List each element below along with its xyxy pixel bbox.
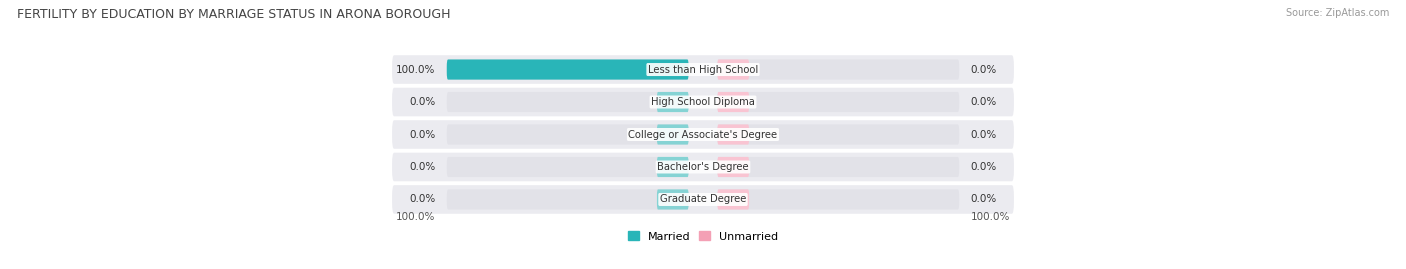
FancyBboxPatch shape — [392, 55, 1014, 84]
FancyBboxPatch shape — [657, 189, 689, 210]
Text: 100.0%: 100.0% — [396, 65, 436, 75]
FancyBboxPatch shape — [717, 157, 959, 177]
Text: 0.0%: 0.0% — [970, 162, 997, 172]
FancyBboxPatch shape — [392, 120, 1014, 149]
FancyBboxPatch shape — [447, 189, 689, 210]
Text: 100.0%: 100.0% — [396, 212, 436, 222]
Text: 0.0%: 0.0% — [970, 194, 997, 204]
Text: College or Associate's Degree: College or Associate's Degree — [628, 129, 778, 140]
FancyBboxPatch shape — [717, 189, 959, 210]
FancyBboxPatch shape — [447, 157, 689, 177]
Text: Less than High School: Less than High School — [648, 65, 758, 75]
Text: High School Diploma: High School Diploma — [651, 97, 755, 107]
FancyBboxPatch shape — [657, 157, 689, 177]
Text: 100.0%: 100.0% — [970, 212, 1010, 222]
Text: 0.0%: 0.0% — [409, 97, 436, 107]
Text: 0.0%: 0.0% — [970, 65, 997, 75]
Text: 0.0%: 0.0% — [970, 97, 997, 107]
Legend: Married, Unmarried: Married, Unmarried — [623, 227, 783, 246]
Text: Source: ZipAtlas.com: Source: ZipAtlas.com — [1285, 8, 1389, 18]
FancyBboxPatch shape — [717, 189, 749, 210]
Text: FERTILITY BY EDUCATION BY MARRIAGE STATUS IN ARONA BOROUGH: FERTILITY BY EDUCATION BY MARRIAGE STATU… — [17, 8, 450, 21]
FancyBboxPatch shape — [717, 59, 749, 80]
FancyBboxPatch shape — [447, 59, 689, 80]
FancyBboxPatch shape — [447, 125, 689, 144]
FancyBboxPatch shape — [717, 125, 749, 144]
FancyBboxPatch shape — [717, 92, 749, 112]
Text: 0.0%: 0.0% — [409, 129, 436, 140]
FancyBboxPatch shape — [717, 125, 959, 144]
FancyBboxPatch shape — [392, 153, 1014, 181]
FancyBboxPatch shape — [447, 92, 689, 112]
Text: Bachelor's Degree: Bachelor's Degree — [657, 162, 749, 172]
FancyBboxPatch shape — [717, 92, 959, 112]
Text: 0.0%: 0.0% — [409, 194, 436, 204]
Text: 0.0%: 0.0% — [970, 129, 997, 140]
Text: Graduate Degree: Graduate Degree — [659, 194, 747, 204]
FancyBboxPatch shape — [392, 88, 1014, 116]
FancyBboxPatch shape — [657, 92, 689, 112]
FancyBboxPatch shape — [447, 59, 689, 80]
FancyBboxPatch shape — [717, 157, 749, 177]
FancyBboxPatch shape — [717, 59, 959, 80]
FancyBboxPatch shape — [392, 185, 1014, 214]
Text: 0.0%: 0.0% — [409, 162, 436, 172]
FancyBboxPatch shape — [657, 125, 689, 144]
